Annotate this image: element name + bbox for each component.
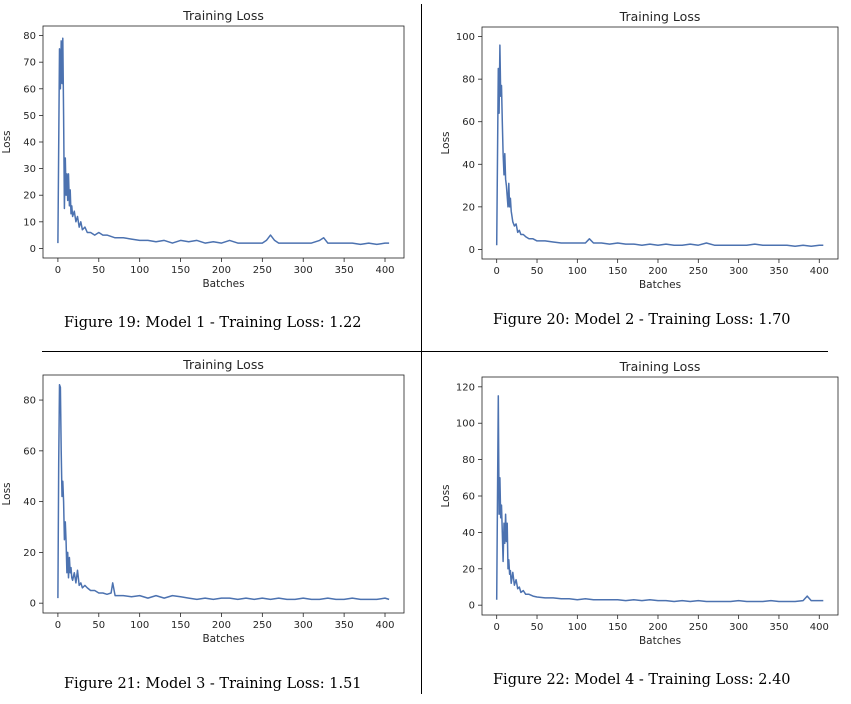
- chart-2-y-tick-label: 40: [462, 160, 475, 171]
- chart-1-x-tick-label: 200: [212, 265, 231, 276]
- chart-2-title: Training Loss: [619, 9, 701, 24]
- chart-3-x-tick-label: 250: [253, 620, 272, 631]
- chart-1-x-tick-label: 100: [130, 265, 149, 276]
- chart-4-y-tick-label: 20: [462, 564, 475, 575]
- chart-3-x-tick-label: 50: [92, 620, 105, 631]
- chart-1-y-tick-label: 10: [23, 217, 36, 228]
- chart-1-y-tick-label: 0: [30, 244, 36, 255]
- chart-4-x-tick-label: 50: [531, 622, 544, 633]
- chart-2-y-tick-label: 20: [462, 202, 475, 213]
- chart-1-x-tick-label: 50: [92, 265, 105, 276]
- chart-1-x-axis-label: Batches: [202, 278, 244, 290]
- chart-2-x-tick-label: 300: [729, 266, 748, 277]
- chart-3-y-tick-label: 80: [23, 396, 36, 407]
- chart-2-x-tick-label: 400: [810, 266, 829, 277]
- chart-2-x-axis-label: Batches: [639, 279, 681, 291]
- chart-4-y-tick-label: 40: [462, 528, 475, 539]
- chart-3-x-axis-label: Batches: [202, 633, 244, 645]
- figure-caption-4: Figure 22: Model 4 - Training Loss: 2.40: [493, 672, 791, 688]
- figure-caption-3: Figure 21: Model 3 - Training Loss: 1.51: [64, 676, 362, 692]
- chart-1-x-tick-label: 150: [171, 265, 190, 276]
- chart-4-x-tick-label: 200: [648, 622, 667, 633]
- chart-4-y-tick-label: 0: [469, 601, 475, 612]
- chart-1-plot-frame: [42, 25, 405, 259]
- chart-panel-1: Training Loss 0 50 100 150 200 250 300 350 400 0 10…: [0, 0, 421, 350]
- chart-3-x-tick-label: 300: [294, 620, 313, 631]
- chart-1-y-axis-label: Loss: [1, 130, 13, 153]
- chart-3-y-tick-label: 20: [23, 548, 36, 559]
- chart-3-x-tick-label: 100: [130, 620, 149, 631]
- chart-2-x-tick-label: 50: [531, 266, 544, 277]
- chart-4-x-tick-label: 100: [568, 622, 587, 633]
- chart-1-title: Training Loss: [182, 8, 264, 23]
- chart-4-x-tick-label: 400: [810, 622, 829, 633]
- chart-4-x-tick-label: 300: [729, 622, 748, 633]
- figure-caption-1: Figure 19: Model 1 - Training Loss: 1.22: [64, 315, 362, 331]
- chart-2-y-tick-label: 60: [462, 117, 475, 128]
- chart-3-y-axis-label: Loss: [1, 482, 13, 505]
- chart-3-y-tick-label: 60: [23, 446, 36, 457]
- chart-4-title: Training Loss: [619, 359, 701, 374]
- chart-2-plot-frame: [481, 26, 839, 260]
- chart-3-x-tick-label: 150: [171, 620, 190, 631]
- chart-4-x-tick-label: 150: [608, 622, 627, 633]
- chart-3-x-tick-label: 400: [375, 620, 394, 631]
- chart-4-y-tick-label: 60: [462, 492, 475, 503]
- chart-3-y-tick-label: 0: [30, 599, 36, 610]
- chart-4: Training Loss 0 50 100 150 200 250 300 350 400 0 20…: [440, 359, 839, 647]
- chart-2-y-tick-label: 80: [462, 75, 475, 86]
- chart-2-x-tick-label: 0: [494, 266, 500, 277]
- chart-3-y-tick-label: 40: [23, 497, 36, 508]
- chart-panel-3: Training Loss 0 50 100 150 200 250 300 350 400 0 20…: [0, 352, 421, 704]
- chart-4-series-line-1: [495, 395, 824, 603]
- chart-4-y-axis-label: Loss: [440, 484, 452, 507]
- chart-1-y-tick-label: 20: [23, 191, 36, 202]
- chart-4-x-tick-label: 350: [769, 622, 788, 633]
- chart-3-x-tick-label: 200: [212, 620, 231, 631]
- chart-1-x-tick-label: 0: [55, 265, 61, 276]
- chart-2-series-line-1: [495, 44, 824, 247]
- chart-3-x-tick-label: 0: [55, 620, 61, 631]
- chart-3-plot-frame: [42, 374, 405, 614]
- chart-1-x-tick-label: 250: [253, 265, 272, 276]
- chart-2-y-axis-label: Loss: [440, 131, 452, 154]
- chart-2-y-tick-label: 0: [469, 245, 475, 256]
- chart-4-y-tick-label: 80: [462, 455, 475, 466]
- chart-2-y-tick-label: 100: [456, 32, 475, 43]
- chart-1-y-tick-label: 30: [23, 164, 36, 175]
- chart-2-x-tick-label: 150: [608, 266, 627, 277]
- chart-3-x-tick-label: 350: [335, 620, 354, 631]
- chart-1-x-tick-label: 300: [294, 265, 313, 276]
- chart-2-x-tick-label: 250: [689, 266, 708, 277]
- chart-2-x-tick-label: 200: [648, 266, 667, 277]
- chart-1-y-tick-label: 80: [23, 31, 36, 42]
- chart-2: Training Loss 0 50 100 150 200 250 300 350 400 0 20…: [440, 9, 839, 291]
- chart-3-series-line-1: [57, 384, 390, 601]
- chart-2-x-tick-label: 350: [769, 266, 788, 277]
- chart-1-y-tick-label: 70: [23, 58, 36, 69]
- chart-4-x-axis-label: Batches: [639, 635, 681, 647]
- chart-1-y-tick-label: 60: [23, 84, 36, 95]
- chart-1-y-tick-label: 40: [23, 138, 36, 149]
- chart-3: Training Loss 0 50 100 150 200 250 300 350 400 0 20…: [1, 357, 405, 645]
- chart-4-y-tick-label: 120: [456, 382, 475, 393]
- chart-1-series-line-1: [57, 37, 390, 246]
- horizontal-divider: [42, 351, 828, 352]
- vertical-divider: [421, 4, 422, 694]
- chart-4-y-tick-label: 100: [456, 419, 475, 430]
- figure-caption-2: Figure 20: Model 2 - Training Loss: 1.70: [493, 312, 791, 328]
- chart-4-plot-frame: [481, 376, 839, 616]
- chart-1-x-tick-label: 350: [335, 265, 354, 276]
- chart-2-x-tick-label: 100: [568, 266, 587, 277]
- chart-panel-4: Training Loss 0 50 100 150 200 250 300 350 400 0 20…: [421, 352, 851, 704]
- chart-3-title: Training Loss: [182, 357, 264, 372]
- chart-4-x-tick-label: 250: [689, 622, 708, 633]
- chart-4-x-tick-label: 0: [494, 622, 500, 633]
- chart-1: Training Loss 0 50 100 150 200 250 300 350 400 0 10…: [1, 8, 405, 290]
- chart-1-y-tick-label: 50: [23, 111, 36, 122]
- chart-panel-2: Training Loss 0 50 100 150 200 250 300 350 400 0 20…: [421, 0, 851, 350]
- chart-1-x-tick-label: 400: [375, 265, 394, 276]
